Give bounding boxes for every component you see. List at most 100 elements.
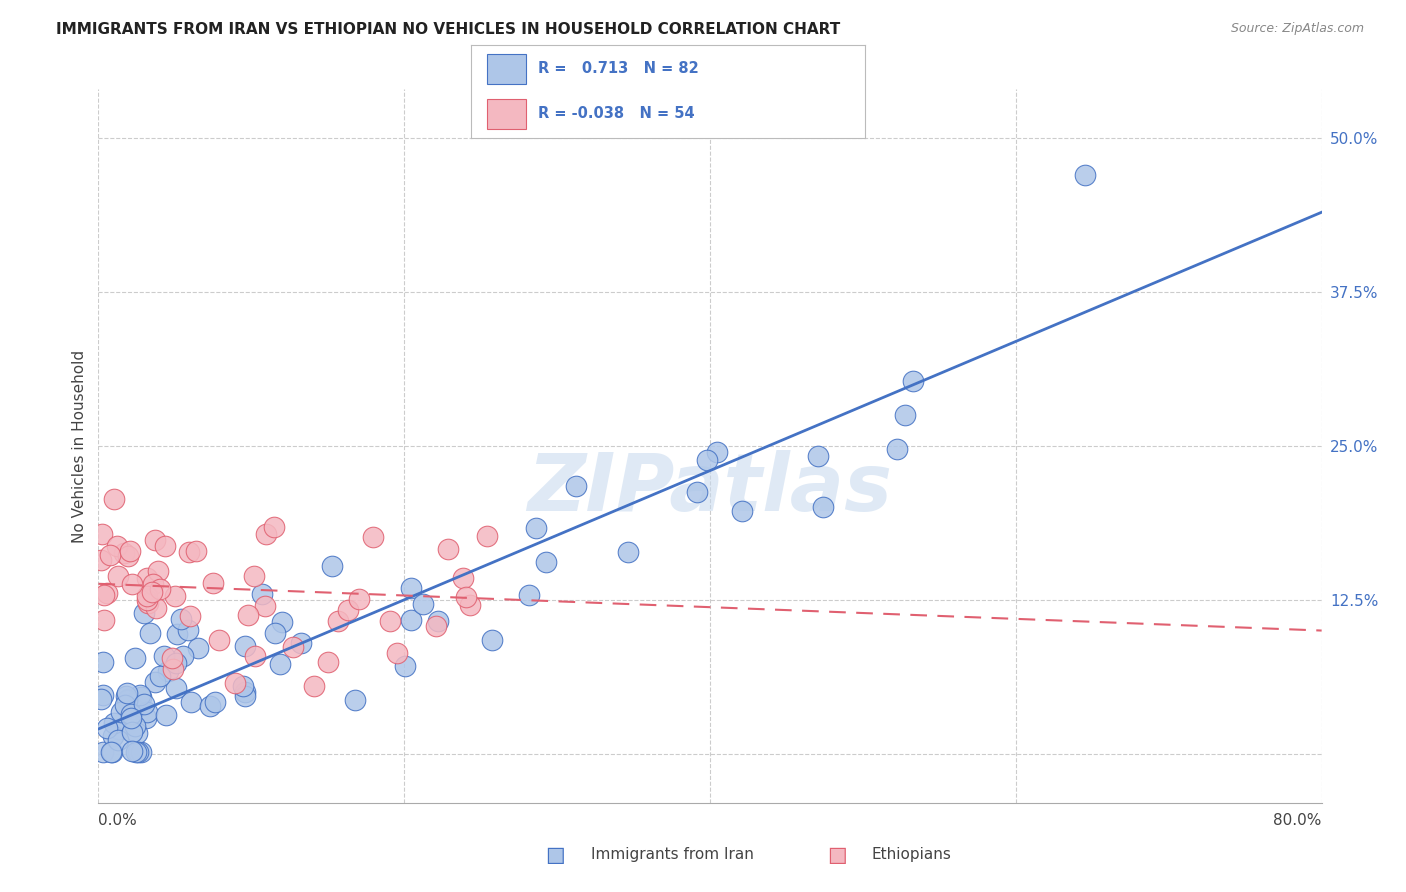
Point: [117, 549, 139, 563]
Point: [187, 641, 209, 656]
Point: [451, 571, 474, 585]
Point: [93, 588, 115, 602]
Point: [122, 702, 145, 716]
Text: 0.0%: 0.0%: [98, 813, 138, 828]
Point: [208, 632, 231, 647]
Point: [321, 558, 343, 573]
Point: [165, 656, 187, 670]
Point: [202, 576, 225, 591]
Text: □: □: [827, 845, 846, 864]
Point: [475, 529, 498, 543]
Point: [233, 689, 256, 703]
Point: [347, 592, 370, 607]
Point: [250, 587, 273, 601]
Point: [243, 568, 266, 582]
Point: [813, 500, 835, 514]
Point: [316, 655, 339, 669]
Text: IMMIGRANTS FROM IRAN VS ETHIOPIAN NO VEHICLES IN HOUSEHOLD CORRELATION CHART: IMMIGRANTS FROM IRAN VS ETHIOPIAN NO VEH…: [56, 22, 841, 37]
Point: [269, 657, 291, 672]
Point: [149, 668, 172, 682]
Point: [179, 545, 201, 559]
Point: [235, 685, 257, 699]
Point: [481, 632, 503, 647]
Point: [886, 442, 908, 456]
Point: [127, 745, 149, 759]
Point: [399, 613, 422, 627]
Point: [153, 540, 176, 554]
Point: [336, 603, 359, 617]
Point: [177, 623, 200, 637]
Point: [184, 544, 207, 558]
Point: [98, 548, 121, 562]
Point: [456, 590, 478, 604]
Point: [165, 681, 187, 696]
Point: [90, 691, 112, 706]
Point: [93, 614, 115, 628]
Point: [156, 665, 179, 679]
Point: [115, 690, 138, 704]
Point: [155, 708, 177, 723]
Text: R =   0.713   N = 82: R = 0.713 N = 82: [538, 62, 699, 77]
Point: [426, 614, 449, 628]
Point: [901, 374, 924, 388]
Point: [281, 640, 304, 655]
Point: [96, 585, 118, 599]
Point: [90, 553, 112, 567]
Point: [91, 745, 114, 759]
Point: [115, 693, 138, 707]
Text: Source: ZipAtlas.com: Source: ZipAtlas.com: [1230, 22, 1364, 36]
Point: [536, 555, 558, 569]
Point: [179, 609, 201, 624]
Text: ■: ■: [546, 845, 565, 864]
Point: [107, 568, 129, 582]
Point: [125, 745, 148, 759]
Point: [91, 656, 114, 670]
Point: [380, 614, 402, 628]
Point: [163, 590, 186, 604]
Text: ■: ■: [827, 845, 846, 864]
Point: [129, 690, 152, 704]
Point: [143, 533, 166, 547]
Point: [136, 590, 159, 604]
Point: [253, 599, 276, 613]
Point: [117, 691, 139, 706]
Point: [149, 582, 172, 596]
Point: [124, 719, 146, 733]
Point: [103, 715, 125, 730]
Point: [125, 726, 148, 740]
Point: [107, 733, 129, 747]
Point: [696, 452, 718, 467]
Point: [254, 526, 277, 541]
Point: [326, 614, 349, 628]
Point: [290, 635, 312, 649]
Point: [143, 674, 166, 689]
Point: [105, 539, 128, 553]
Text: Ethiopians: Ethiopians: [872, 847, 952, 862]
Point: [101, 745, 124, 759]
Point: [142, 577, 165, 591]
Point: [243, 648, 266, 663]
Point: [114, 698, 136, 712]
Point: [517, 589, 540, 603]
Point: [238, 608, 260, 623]
Point: [302, 679, 325, 693]
Point: [270, 615, 292, 630]
Point: [204, 695, 226, 709]
Point: [1073, 169, 1095, 183]
Point: [264, 626, 287, 640]
Text: □: □: [546, 845, 565, 864]
Bar: [486, 99, 526, 129]
Point: [224, 676, 246, 690]
Point: [564, 479, 586, 493]
Point: [731, 503, 754, 517]
Text: Immigrants from Iran: Immigrants from Iran: [591, 847, 754, 862]
Point: [425, 618, 447, 632]
Point: [232, 679, 254, 693]
Point: [91, 689, 114, 703]
Point: [263, 520, 285, 534]
Point: [686, 484, 709, 499]
Point: [235, 639, 257, 653]
Point: [399, 581, 422, 595]
Point: [132, 697, 155, 711]
Point: [343, 692, 366, 706]
